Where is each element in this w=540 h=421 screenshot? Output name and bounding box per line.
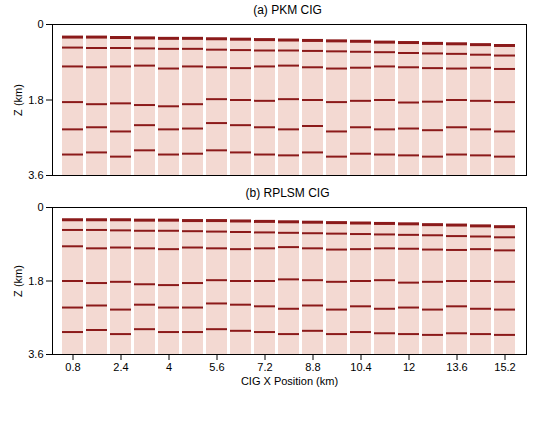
svg-text:Z (km): Z (km) — [12, 84, 24, 116]
svg-text:2.4: 2.4 — [113, 361, 128, 373]
html-text:(b) RPLSM CIG: (b) RPLSM CIG — [245, 186, 330, 200]
svg-text:3.6: 3.6 — [28, 169, 43, 181]
svg-text:Z (km): Z (km) — [12, 265, 24, 297]
svg-text:7.2: 7.2 — [257, 361, 272, 373]
svg-text:1.8: 1.8 — [28, 275, 43, 287]
svg-text:13.6: 13.6 — [446, 361, 467, 373]
svg-text:3.6: 3.6 — [28, 348, 43, 360]
svg-text:4: 4 — [166, 361, 172, 373]
svg-text:CIG X Position (km): CIG X Position (km) — [241, 375, 338, 387]
svg-text:0: 0 — [37, 18, 43, 30]
svg-text:15.2: 15.2 — [494, 361, 515, 373]
html-text:(a) PKM CIG: (a) PKM CIG — [253, 3, 322, 17]
svg-text:0.8: 0.8 — [65, 361, 80, 373]
svg-text:10.4: 10.4 — [350, 361, 371, 373]
svg-text:5.6: 5.6 — [209, 361, 224, 373]
svg-text:8.8: 8.8 — [305, 361, 320, 373]
svg-text:12: 12 — [403, 361, 415, 373]
svg-text:1.8: 1.8 — [28, 94, 43, 106]
svg-text:0: 0 — [37, 201, 43, 213]
